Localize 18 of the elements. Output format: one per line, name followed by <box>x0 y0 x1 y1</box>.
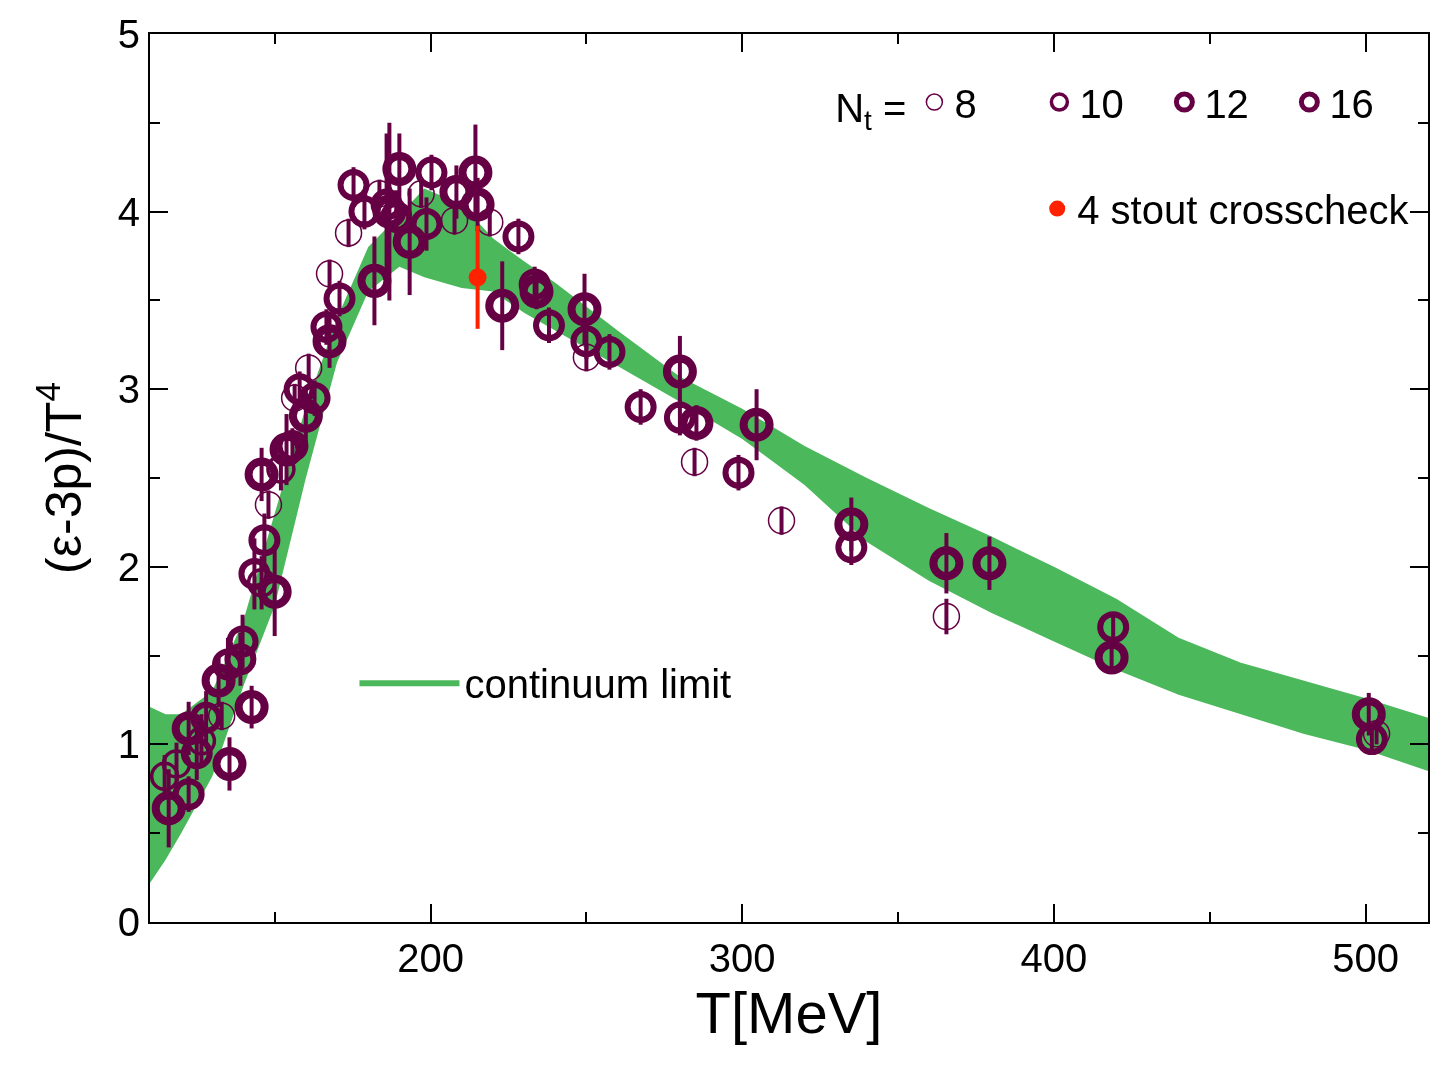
legend-label: 4 stout crosscheck <box>1077 188 1410 233</box>
legend-label: 16 <box>1329 81 1374 126</box>
y-tick-label: 4 <box>117 189 140 234</box>
x-tick-label: 500 <box>1332 936 1400 980</box>
legend-label: continuum limit <box>464 661 732 706</box>
y-tick-label: 5 <box>117 12 140 56</box>
x-tick-label: 400 <box>1020 936 1088 980</box>
x-tick-label: 300 <box>708 936 776 980</box>
legend-title: N$_{t}$ = <box>835 85 907 136</box>
x-axis-title: T[MeV] <box>695 980 883 1045</box>
y-tick-label: 0 <box>117 900 140 944</box>
legend-label: 8 <box>954 81 977 126</box>
y-tick-label: 2 <box>117 544 140 589</box>
y-tick-label: 3 <box>117 367 140 412</box>
legend-label: 12 <box>1204 81 1249 126</box>
legend-label: 10 <box>1079 81 1124 126</box>
y-tick-label: 1 <box>117 722 140 767</box>
x-tick-label: 200 <box>397 936 464 980</box>
